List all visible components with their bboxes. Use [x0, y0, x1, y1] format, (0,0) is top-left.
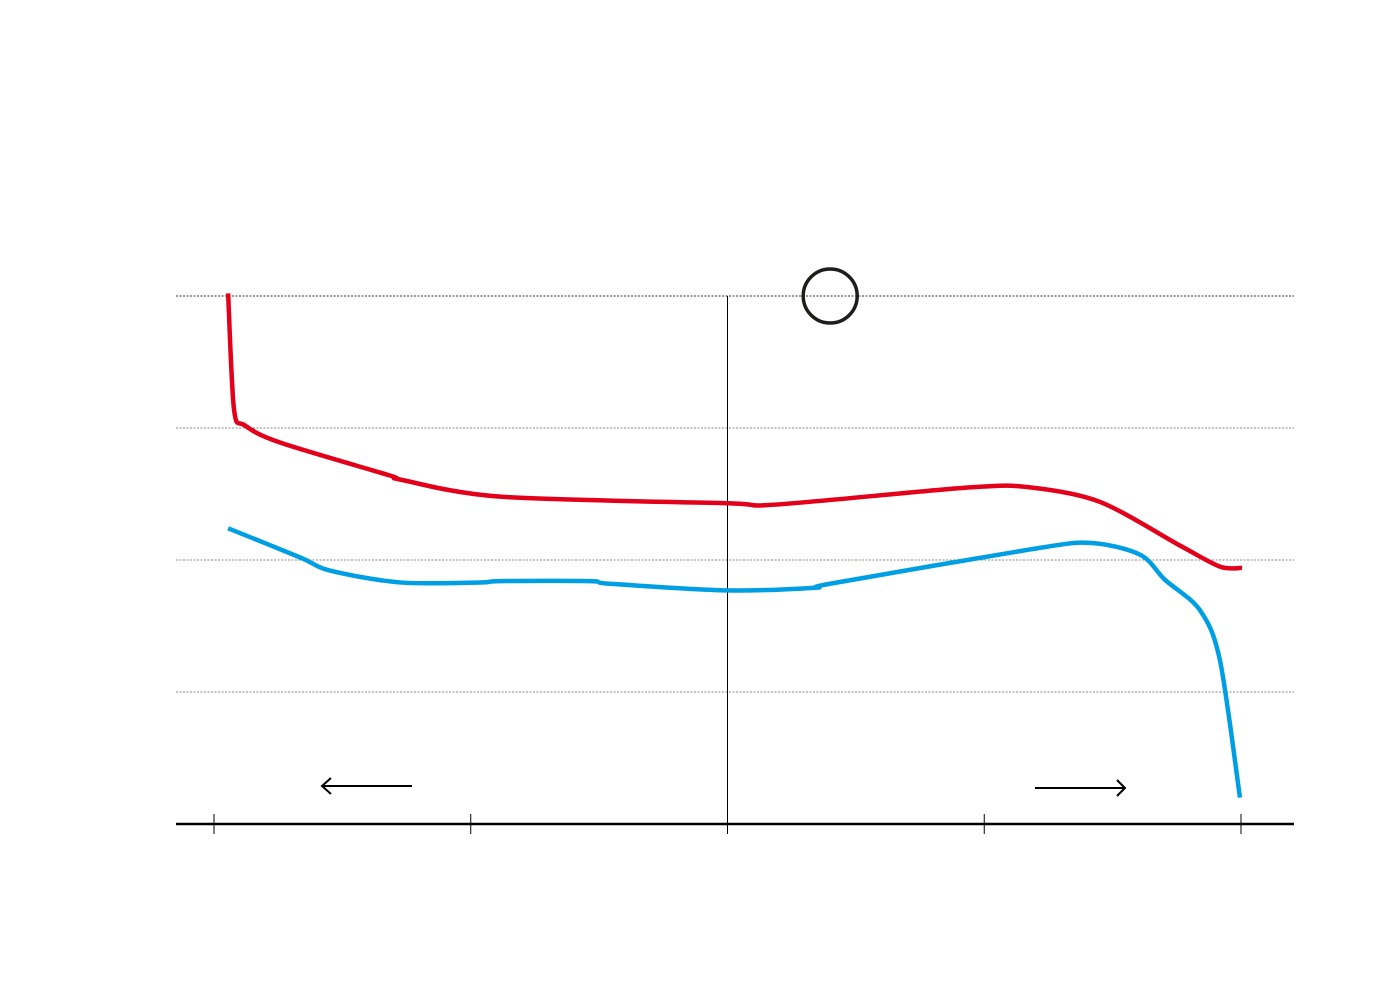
- x-axis-ticks: [213, 814, 1242, 834]
- series-line-red: [225, 293, 1243, 571]
- marker-circle: [801, 267, 859, 325]
- gridlines: [176, 295, 1294, 693]
- left-arrow-icon: [320, 777, 412, 795]
- series-line-blue: [227, 526, 1243, 798]
- right-arrow-icon: [1035, 779, 1127, 797]
- series-group: [225, 293, 1243, 798]
